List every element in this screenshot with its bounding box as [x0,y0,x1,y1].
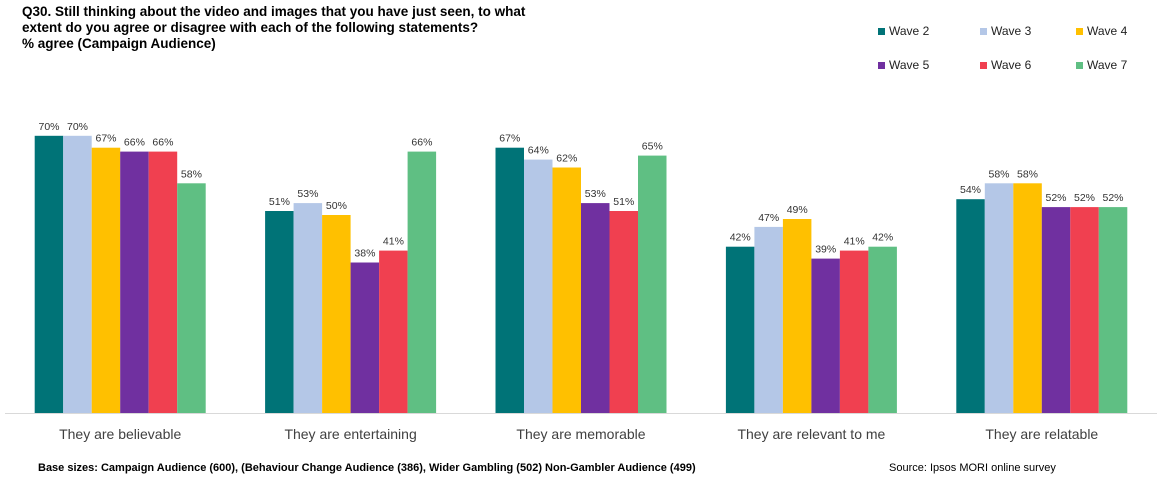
bar-wave-2-cat-2 [265,211,294,413]
bar-wave-4-cat-1 [91,147,121,413]
legend-item-wave-7: Wave 7 [1076,58,1127,72]
legend-label: Wave 6 [991,58,1032,72]
bar-wave-5-cat-4 [811,258,840,413]
category-label: They are relevant to me [737,426,885,442]
bar-wave-5-cat-2 [350,262,380,413]
legend-label: Wave 2 [889,24,930,38]
bar-wave-3-cat-2 [293,203,323,413]
data-label: 66% [411,137,432,149]
bar-wave-5-cat-5 [1041,207,1071,413]
legend-item-wave-4: Wave 4 [1076,24,1127,38]
data-label: 66% [124,137,145,149]
data-label: 67% [499,133,520,145]
data-label: 53% [297,188,318,200]
source-note: Source: Ipsos MORI online survey [889,462,1056,474]
bar-wave-7-cat-4 [868,246,897,413]
data-label: 54% [960,184,981,196]
data-label: 70% [67,121,88,133]
category-label: They are believable [59,426,181,442]
legend-label: Wave 7 [1087,58,1128,72]
title-line-3: % agree (Campaign Audience) [22,36,216,51]
bar-wave-2-cat-3 [495,147,524,413]
bar-wave-7-cat-2 [407,151,437,413]
bar-wave-4-cat-4 [782,219,812,413]
bar-wave-3-cat-5 [984,183,1014,413]
legend-swatch [878,27,885,35]
data-label: 58% [1017,168,1038,180]
bar-wave-2-cat-5 [956,199,985,413]
data-label: 58% [988,168,1009,180]
data-label: 42% [730,232,751,244]
legend-swatch [1076,27,1083,35]
data-label: 52% [1102,192,1123,204]
chart-title: Q30. Still thinking about the video and … [22,4,662,52]
bar-wave-7-cat-5 [1098,207,1128,413]
title-line-1: Q30. Still thinking about the video and … [22,4,526,19]
data-label: 49% [787,204,808,216]
legend-item-wave-6: Wave 6 [980,58,1031,72]
bar-wave-3-cat-1 [63,135,92,414]
legend-item-wave-2: Wave 2 [878,24,929,38]
data-label: 51% [269,196,290,208]
data-label: 50% [326,200,347,212]
data-label: 62% [556,153,577,165]
bar-wave-4-cat-3 [552,167,581,413]
data-label: 41% [844,236,865,248]
data-label: 64% [528,145,549,157]
data-label: 67% [95,133,116,145]
legend-label: Wave 3 [991,24,1032,38]
bar-wave-6-cat-5 [1070,207,1099,413]
base-sizes-note: Base sizes: Campaign Audience (600), (Be… [38,462,696,474]
category-label: They are memorable [516,426,645,442]
data-label: 58% [181,168,202,180]
bar-wave-6-cat-3 [609,211,638,413]
data-label: 52% [1045,192,1066,204]
legend-swatch [980,27,987,35]
bar-wave-6-cat-4 [839,250,869,413]
data-label: 39% [815,244,836,256]
data-label: 66% [152,137,173,149]
bar-wave-4-cat-5 [1013,183,1042,413]
bar-wave-3-cat-3 [524,159,553,413]
data-label: 70% [38,121,59,133]
bar-wave-2-cat-4 [725,246,755,413]
legend-label: Wave 4 [1087,24,1128,38]
legend-item-wave-5: Wave 5 [878,58,929,72]
legend-swatch [980,61,987,69]
data-label: 65% [642,141,663,153]
bar-wave-5-cat-3 [581,203,610,413]
bar-wave-7-cat-3 [638,155,667,413]
bar-wave-2-cat-1 [34,135,64,414]
bar-wave-6-cat-2 [379,250,408,413]
data-label: 51% [613,196,634,208]
legend-swatch [878,61,885,69]
data-label: 47% [758,212,779,224]
legend-label: Wave 5 [889,58,930,72]
category-label: They are relatable [985,426,1098,442]
bar-wave-5-cat-1 [120,151,149,413]
legend-item-wave-3: Wave 3 [980,24,1031,38]
data-label: 52% [1074,192,1095,204]
bar-wave-3-cat-4 [754,226,783,413]
data-label: 42% [872,232,893,244]
bar-wave-4-cat-2 [322,215,351,413]
bar-wave-7-cat-1 [177,183,206,413]
title-line-2: extent do you agree or disagree with eac… [22,20,479,35]
legend-swatch [1076,61,1083,69]
data-label: 38% [354,248,375,260]
category-label: They are entertaining [284,426,416,442]
bar-wave-6-cat-1 [148,151,178,413]
data-label: 53% [585,188,606,200]
data-label: 41% [383,236,404,248]
